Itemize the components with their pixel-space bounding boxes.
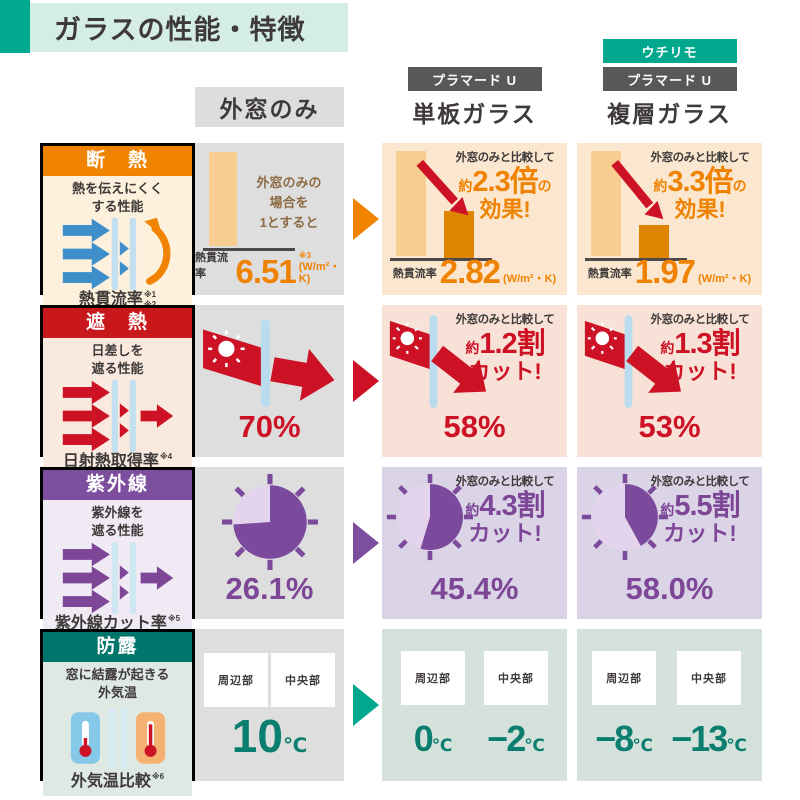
arrow-right-icon [353,198,379,240]
row-desc-condensation: 窓に結露が起きる 外気温 [65,667,170,701]
uchirimo-badge: ウチリモ [602,39,737,63]
cell-shading-single: 外窓のみと比較して 約1.2割 カット! 58% [382,305,567,457]
effect-text: 外窓のみと比較して 約4.3割 カット! [455,476,555,546]
temp-value-center-double: −13℃ [671,718,747,759]
edge-label-box: 周辺部 [204,653,268,707]
cell-condensation-baseline: 周辺部 中央部 10℃ [195,629,344,781]
row-metric-uv: 紫外線カット率 ※5 [54,614,181,633]
cell-shading-baseline: 70% [195,305,344,457]
row-label-uv: 紫外線 紫外線を 遮る性能 [40,467,195,639]
arrow-right-icon [353,360,379,402]
cell-insulation-single: 外窓のみと比較して 約2.3倍の 効果! 熱貫流率 2.82 (W/m²・K) [382,143,567,295]
u-value-baseline: 6.51 [235,252,296,290]
page-title: ガラスの性能・特徴 [54,15,306,45]
baseline-caption: 外窓のみの 場合を 1とすると [256,175,322,231]
footnote-markers: ※1 ※2 [143,290,157,309]
metric-value-line: 熱貫流率 1.97 (W/m²・K) [587,252,752,290]
product-badge: プラマード U [407,67,542,91]
column-header-double: ウチリモ プラマード U 複層ガラス [577,36,762,133]
uv-arrows-icon [62,542,173,615]
sun-deflected-icon [389,315,487,409]
row-metric-shading: 日射熱取得率 ※4 [62,452,173,471]
down-arrow-icon [416,159,469,216]
single-column-title: 単板ガラス [412,101,537,127]
edge-label-box: 周辺部 [592,651,657,705]
cell-uv-double: 外窓のみと比較して 約5.5割 カット! 58.0% [577,467,762,619]
shading-arrows-icon [62,380,173,453]
sun-pie-icon [386,473,474,561]
footnote-marker: ※3 [298,251,311,261]
column-header-baseline: 外窓のみ [195,87,344,127]
arrow-right-icon [353,684,379,726]
temp-value-edge-double: −8℃ [595,718,653,759]
edge-label-box: 周辺部 [401,651,465,705]
row-metric-insulation: 熱貫流率 ※1 ※2 [78,290,157,309]
shading-value-double: 53% [638,409,701,444]
baseline-column-title: 外窓のみ [219,96,320,122]
cell-condensation-double: 周辺部 −8℃ 中央部 −13℃ [577,629,762,781]
product-badge: プラマード U [602,67,737,91]
temp-value-edge-single: 0℃ [413,718,453,759]
effect-text: 外窓のみと比較して 約1.2割 カット! [455,314,555,384]
temp-value-baseline: 10℃ [231,710,308,762]
baseline-bar [209,152,237,246]
sun-through-glass-icon [203,319,335,407]
sun-pie-icon [221,474,318,570]
arrow-right-icon [353,522,379,564]
row-title-uv: 紫外線 [43,470,192,500]
bar-chart [390,151,498,263]
uv-value-single: 45.4% [430,571,519,606]
row-metric-condensation: 外気温比較 ※6 [70,772,165,791]
shading-value-baseline: 70% [238,409,301,444]
row-label-condensation: 防露 窓に結露が起きる 外気温 [40,629,195,797]
row-title-insulation: 断 熱 [43,146,192,176]
title-accent-square [0,0,30,53]
footnote-markers: ※6 [151,772,165,782]
center-label-box: 中央部 [484,651,548,705]
insulation-arrows-icon [62,218,170,291]
cell-uv-baseline: 26.1% [195,467,344,619]
footnote-markers: ※4 [159,452,173,462]
cell-insulation-baseline: 外窓のみの 場合を 1とすると 熱貫流率 6.51 ※3 (W/m²・K) [195,143,344,295]
cell-shading-double: 外窓のみと比較して 約1.3割 カット! 53% [577,305,762,457]
sun-pie-icon [581,473,669,561]
footnote-markers: ※5 [167,614,181,624]
effect-text: 外窓のみと比較して 約5.5割 カット! [650,476,750,546]
metric-value-line: 熱貫流率 2.82 (W/m²・K) [392,252,557,290]
bar-chart [585,151,693,263]
row-desc-insulation: 熱を伝えにくく する性能 [72,181,163,215]
effect-text: 外窓のみと比較して 約3.3倍の 効果! [650,152,750,222]
row-desc-shading: 日差しを 遮る性能 [91,343,144,377]
u-value-double: 1.97 [634,252,696,290]
row-label-shading: 遮 熱 日差しを 遮る性能 [40,305,195,477]
uv-value-baseline: 26.1% [225,571,314,606]
row-title-shading: 遮 熱 [43,308,192,338]
cell-condensation-single: 周辺部 0℃ 中央部 −2℃ [382,629,567,781]
title-background: ガラスの性能・特徴 [30,3,348,52]
column-header-single: プラマード U 単板ガラス [382,36,567,133]
row-label-insulation: 断 熱 熱を伝えにくく する性能 [40,143,195,316]
shading-value-single: 58% [443,409,506,444]
effect-text: 外窓のみと比較して 約2.3倍の 効果! [455,152,555,222]
row-title-condensation: 防露 [43,632,192,662]
center-label-box: 中央部 [271,653,335,707]
temp-value-center-single: −2℃ [487,718,545,759]
u-value-single: 2.82 [439,252,501,290]
comparison-grid: 外窓のみ プラマード U 単板ガラス ウチリモ プラマード U 複層ガラス 断 … [40,36,762,797]
uv-value-double: 58.0% [625,571,714,606]
cell-uv-single: 外窓のみと比較して 約4.3割 カット! 45.4% [382,467,567,619]
metric-value-line: 熱貫流率 6.51 ※3 (W/m²・K) [195,251,341,290]
down-arrow-icon [611,160,664,220]
row-desc-uv: 紫外線を 遮る性能 [91,505,144,539]
double-column-title: 複層ガラス [607,101,732,127]
cell-insulation-double: 外窓のみと比較して 約3.3倍の 効果! 熱貫流率 1.97 (W/m²・K) [577,143,762,295]
sun-deflected-icon [584,315,682,409]
center-label-box: 中央部 [677,651,742,705]
thermometers-icon [70,707,165,770]
effect-text: 外窓のみと比較して 約1.3割 カット! [650,314,750,384]
